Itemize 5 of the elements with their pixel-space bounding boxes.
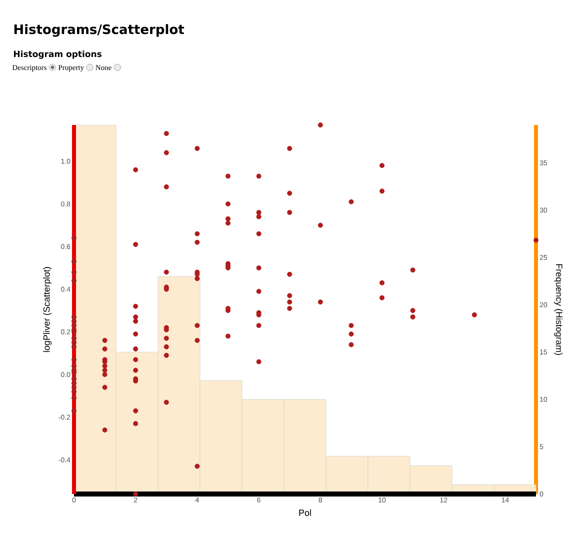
chart-subtitle: Histogram options	[14, 50, 102, 59]
y2-axis-title: Frequency (Histogram)	[554, 264, 563, 355]
y-axis-title: logPliver (Scatterplot)	[43, 267, 52, 352]
x-axis-title: Pol	[299, 509, 311, 516]
chart-title: Histograms/Scatterplot	[14, 24, 184, 37]
